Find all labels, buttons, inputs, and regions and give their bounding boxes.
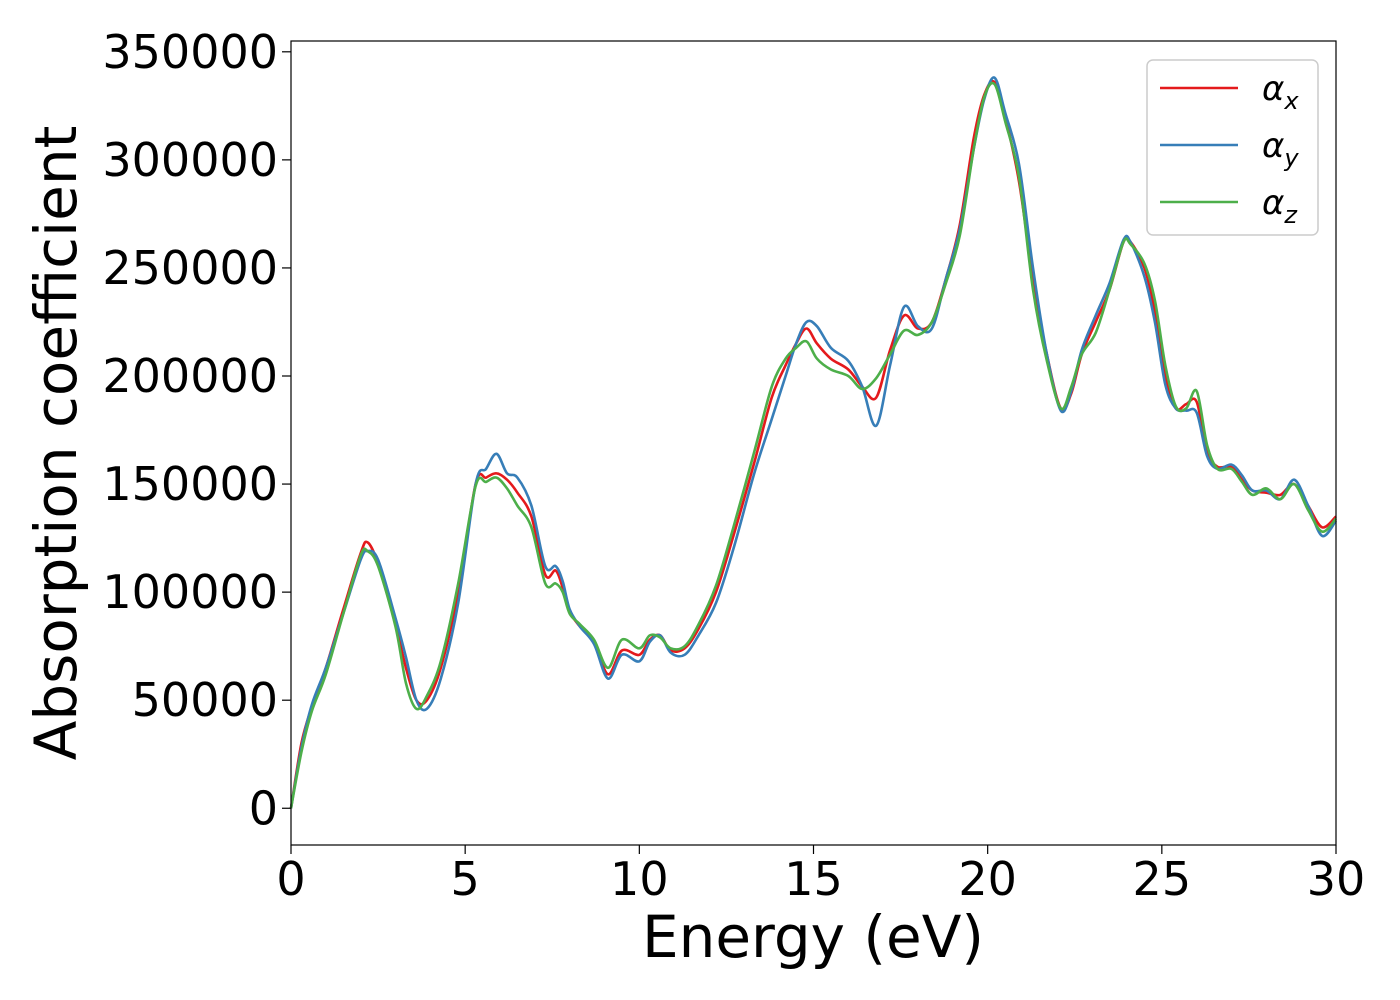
legend-box [1146, 59, 1319, 236]
x-axis-label: Energy (eV) [642, 903, 984, 971]
y-tick-label: 50000 [132, 673, 278, 727]
series-layer [289, 76, 1338, 809]
y-tick-label: 200000 [102, 349, 278, 403]
x-tick-label: 0 [276, 852, 305, 906]
x-tick-label: 30 [1307, 852, 1366, 906]
legend-label-2: αy [1262, 126, 1299, 172]
y-tick-label: 150000 [102, 457, 278, 511]
x-tick-label: 25 [1133, 852, 1192, 906]
y-tick-label: 0 [249, 781, 278, 835]
y-tick-label: 350000 [102, 25, 278, 79]
y-tick-label: 300000 [102, 133, 278, 187]
x-tick-label: 15 [784, 852, 843, 906]
y-axis-ticks: 0 50000 100000 150000 200000 250000 300000 3500… [102, 25, 291, 835]
x-axis-ticks: 0 5 10 15 20 25 30 [276, 845, 1365, 906]
series-line-3 [289, 81, 1337, 809]
x-tick-label: 10 [610, 852, 669, 906]
x-tick-label: 20 [958, 852, 1017, 906]
y-tick-label: 100000 [102, 565, 278, 619]
x-tick-label: 5 [451, 852, 480, 906]
y-axis-label: Absorption coefficient [22, 126, 90, 761]
y-tick-label: 250000 [102, 241, 278, 295]
